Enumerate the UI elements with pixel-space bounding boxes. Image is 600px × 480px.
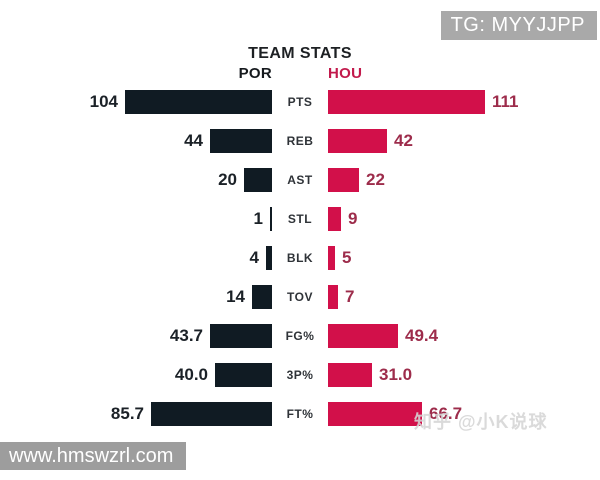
- tg-badge: TG: MYYJJPP: [440, 11, 597, 40]
- por-value: 20: [218, 170, 237, 189]
- stat-row: 40.0 3P% 31.0: [0, 363, 600, 387]
- hou-bar: [328, 129, 387, 153]
- stat-row: 43.7 FG% 49.4: [0, 324, 600, 348]
- stat-label: AST: [287, 173, 313, 187]
- team-header-por: POR: [238, 65, 272, 82]
- hou-bar: [328, 90, 485, 114]
- por-bar: [151, 402, 272, 426]
- por-bar: [266, 246, 272, 270]
- stat-row: 85.7 FT% 66.7: [0, 402, 600, 426]
- por-value: 85.7: [110, 404, 144, 423]
- por-value: 44: [184, 131, 203, 150]
- por-cell: 20: [0, 168, 272, 192]
- por-value: 104: [89, 92, 118, 111]
- stat-row: 104 PTS 111: [0, 90, 600, 114]
- stat-row: 1 STL 9: [0, 207, 600, 231]
- stat-row: 44 REB 42: [0, 129, 600, 153]
- por-cell: 1: [0, 207, 272, 231]
- hou-bar: [328, 285, 338, 309]
- stat-rows: 104 PTS 111 44 REB 42 20: [0, 90, 600, 441]
- hou-value: 49.4: [405, 326, 439, 345]
- hou-bar: [328, 402, 422, 426]
- stat-row: 14 TOV 7: [0, 285, 600, 309]
- por-value: 4: [249, 248, 259, 267]
- por-bar: [125, 90, 272, 114]
- stat-label: FT%: [286, 407, 314, 421]
- hou-bar: [328, 168, 359, 192]
- team-headers: POR HOU: [0, 65, 600, 83]
- hou-cell: 7: [328, 285, 600, 309]
- hou-cell: 49.4: [328, 324, 600, 348]
- hou-value: 31.0: [379, 365, 413, 384]
- por-cell: 40.0: [0, 363, 272, 387]
- hou-cell: 111: [328, 90, 600, 114]
- hou-value: 7: [345, 287, 355, 306]
- por-value: 1: [253, 209, 263, 228]
- stat-label: STL: [287, 212, 313, 226]
- por-cell: 43.7: [0, 324, 272, 348]
- stat-label: REB: [286, 134, 314, 148]
- stat-row: 20 AST 22: [0, 168, 600, 192]
- por-cell: 85.7: [0, 402, 272, 426]
- por-bar: [210, 129, 272, 153]
- hou-cell: 5: [328, 246, 600, 270]
- por-bar: [270, 207, 272, 231]
- por-bar: [215, 363, 272, 387]
- hou-value: 66.7: [429, 404, 463, 423]
- stat-label: FG%: [285, 329, 315, 343]
- por-value: 14: [226, 287, 245, 306]
- hou-cell: 42: [328, 129, 600, 153]
- hou-cell: 31.0: [328, 363, 600, 387]
- por-cell: 44: [0, 129, 272, 153]
- hou-value: 42: [394, 131, 413, 150]
- hou-value: 9: [348, 209, 358, 228]
- hou-value: 5: [342, 248, 352, 267]
- stat-label: TOV: [287, 290, 313, 304]
- hou-cell: 9: [328, 207, 600, 231]
- por-bar: [210, 324, 272, 348]
- hou-bar: [328, 207, 341, 231]
- hou-value: 111: [492, 92, 519, 111]
- hou-bar: [328, 363, 372, 387]
- stat-label: BLK: [286, 251, 314, 265]
- site-watermark: www.hmswzrl.com: [0, 442, 186, 470]
- team-header-hou: HOU: [328, 65, 363, 82]
- hou-bar: [328, 246, 335, 270]
- por-cell: 4: [0, 246, 272, 270]
- stat-label: 3P%: [286, 368, 314, 382]
- hou-cell: 66.7: [328, 402, 600, 426]
- por-value: 40.0: [174, 365, 208, 384]
- hou-value: 22: [366, 170, 385, 189]
- stat-label: PTS: [287, 95, 313, 109]
- hou-cell: 22: [328, 168, 600, 192]
- zhihu-watermark: 知乎 @小K说球: [414, 412, 548, 432]
- por-value: 43.7: [169, 326, 203, 345]
- por-cell: 14: [0, 285, 272, 309]
- por-cell: 104: [0, 90, 272, 114]
- por-bar: [244, 168, 272, 192]
- por-bar: [252, 285, 272, 309]
- chart-title: TEAM STATS: [248, 45, 352, 62]
- stat-row: 4 BLK 5: [0, 246, 600, 270]
- hou-bar: [328, 324, 398, 348]
